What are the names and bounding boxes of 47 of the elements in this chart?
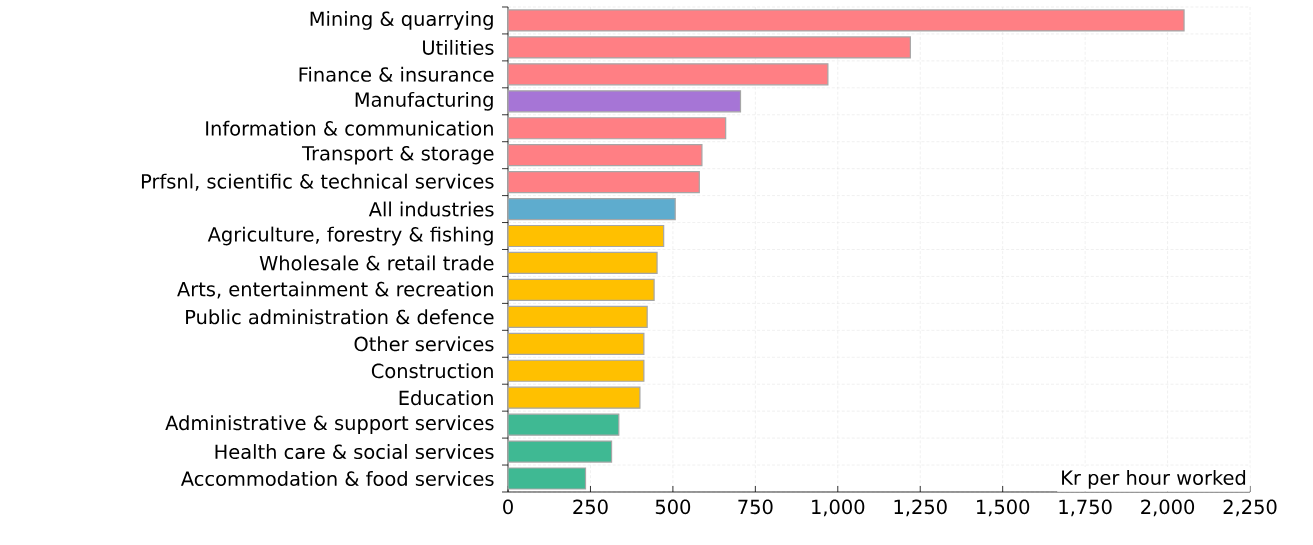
- y-tick-label: Education: [399, 390, 493, 406]
- y-tick-label: All industries: [368, 201, 494, 217]
- x-tick-label: 1,000: [812, 499, 865, 517]
- x-tick-label: 0: [503, 499, 513, 515]
- x-tick-label: 250: [573, 499, 608, 515]
- y-tick-label: Transport & storage: [301, 145, 494, 165]
- bar: [507, 413, 620, 436]
- bar: [507, 305, 648, 328]
- bar: [507, 359, 645, 382]
- x-tick-label: 1,750: [1059, 499, 1112, 517]
- bar: [507, 117, 727, 140]
- y-tick-label: Arts, entertainment & recreation: [177, 281, 493, 299]
- bar: [507, 63, 829, 86]
- y-tick-label: Health care & social services: [215, 444, 494, 460]
- y-tick-label: Other services: [354, 336, 494, 352]
- bar: [507, 386, 641, 409]
- y-tick-label: Finance & insurance: [299, 66, 494, 82]
- y-tick-label: Manufacturing: [355, 91, 493, 111]
- bar: [507, 224, 665, 248]
- x-tick-label: 2,250: [1223, 499, 1277, 517]
- bar: [507, 144, 703, 167]
- x-tick-label: 2,000: [1141, 499, 1195, 517]
- y-tick-label: Administrative & support services: [165, 415, 494, 435]
- bar: [507, 440, 613, 463]
- y-tick-label: Public administration & defence: [186, 309, 494, 325]
- bar: [507, 90, 742, 113]
- y-tick-label: Mining & quarrying: [310, 11, 493, 30]
- y-tick-label: Utilities: [423, 39, 494, 55]
- bar: [507, 467, 587, 490]
- bar: [507, 251, 658, 275]
- x-tick-label: 500: [655, 499, 691, 515]
- bar: [507, 171, 700, 194]
- x-tick-label: 750: [738, 499, 773, 515]
- x-tick-label: 1,500: [977, 499, 1030, 517]
- bar: [507, 197, 676, 221]
- bar: [507, 278, 655, 302]
- y-tick-label: Agriculture, forestry & fishing: [207, 226, 493, 246]
- y-tick-label: Construction: [371, 363, 493, 379]
- bar: [507, 332, 645, 355]
- bar: [507, 36, 911, 59]
- x-tick-label: 1,250: [894, 499, 947, 517]
- x-axis-title: Kr per hour worked: [1062, 470, 1246, 489]
- bar: [507, 9, 1185, 32]
- y-tick-label: Information & communication: [206, 120, 493, 136]
- y-tick-label: Wholesale & retail trade: [259, 255, 494, 271]
- y-tick-label: Prfsnl, scientific & technical services: [141, 173, 494, 191]
- y-tick-label: Accommodation & food services: [180, 471, 494, 487]
